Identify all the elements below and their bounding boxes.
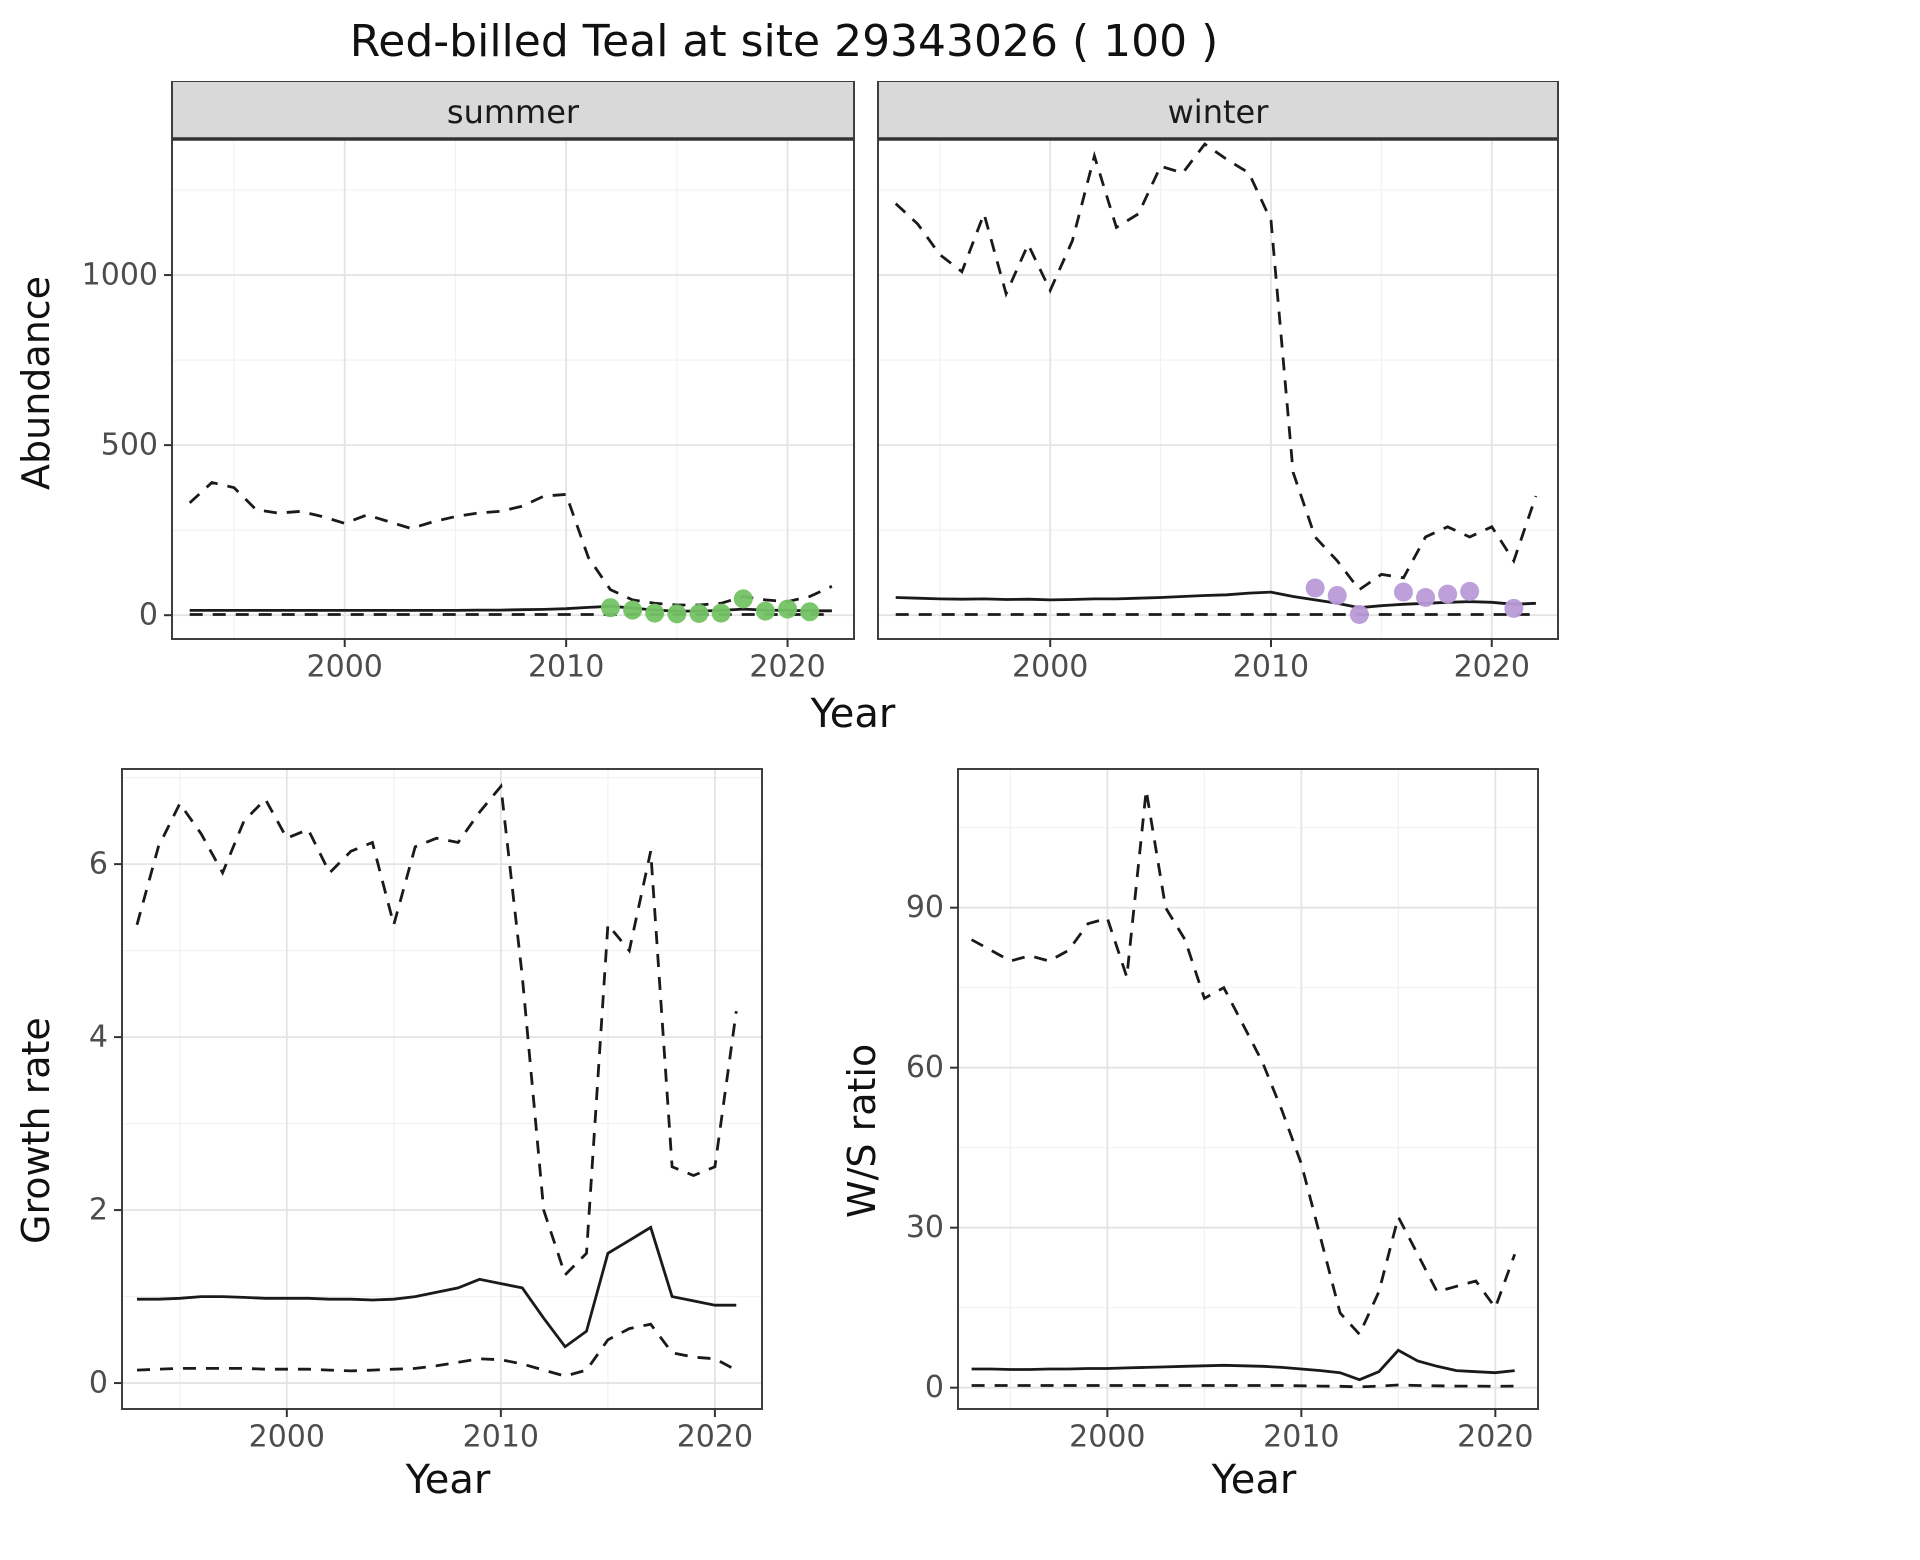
x-tick-label: 2020 xyxy=(749,650,825,685)
x-tick-label: 2000 xyxy=(1012,650,1088,685)
y-tick-label: 0 xyxy=(925,1370,944,1405)
panel-background xyxy=(172,139,854,639)
y-tick-label: 6 xyxy=(89,847,108,882)
growth-rate-x-axis-title: Year xyxy=(405,1457,491,1503)
growth-rate-block: Growth rate 2000 2010 2020 0 2 4 6 Year xyxy=(8,759,774,1503)
ws-ratio-x-axis-title: Year xyxy=(1211,1457,1297,1503)
abundance-summer-observed-point xyxy=(667,604,687,624)
y-tick-label: 60 xyxy=(906,1050,944,1085)
abundance-winter-observed-point xyxy=(1437,584,1457,604)
abundance-summer-observed-point xyxy=(755,601,775,621)
growth-rate-axis-title: Growth rate xyxy=(14,1017,58,1245)
abundance-summer-observed-point xyxy=(645,603,665,623)
abundance-summer-observed-point xyxy=(778,599,798,619)
growth-rate-lower_ci-line xyxy=(136,1322,737,1378)
abundance-winter-observed-point xyxy=(1327,585,1347,605)
ws-ratio-upper_ci-line xyxy=(970,790,1517,1337)
ws-ratio-column: 2000 2010 2020 0 30 60 90 Year xyxy=(890,759,1550,1503)
x-tick-label: 2000 xyxy=(307,650,383,685)
y-tick-label: 90 xyxy=(906,890,944,925)
x-tick-label: 2010 xyxy=(528,650,604,685)
y-tick-label: 1000 xyxy=(82,258,158,293)
abundance-summer-upper_ci-line xyxy=(188,480,833,607)
growth-rate-estimate-line xyxy=(137,1225,737,1349)
x-tick-label: 2010 xyxy=(1263,1420,1339,1455)
winter-abundance-panel: winter 2000 2010 2020 xyxy=(876,81,1559,685)
y-tick-label: 0 xyxy=(89,1366,108,1401)
panel-border xyxy=(121,768,763,1410)
x-tick-label: 2020 xyxy=(1453,650,1529,685)
abundance-winter-upper_ci-line xyxy=(894,142,1537,592)
x-tick-label: 2010 xyxy=(1232,650,1308,685)
abundance-summer-observed-point xyxy=(600,598,620,618)
x-tick-label: 2000 xyxy=(1069,1420,1145,1455)
figure: Red-billed Teal at site 29343026 ( 100 )… xyxy=(8,16,1560,1503)
summer-abundance-panel: summer 2000 2010 2020 0 500 1000 xyxy=(82,81,855,685)
facet-strip-label: summer xyxy=(447,93,580,131)
abundance-summer-observed-point xyxy=(800,602,820,622)
x-tick-label: 2020 xyxy=(677,1420,753,1455)
abundance-summer-observed-point xyxy=(623,600,643,620)
y-tick-label: 4 xyxy=(89,1020,108,1055)
facet-strip-label: winter xyxy=(1167,93,1269,131)
growth-rate-panel: 2000 2010 2020 0 2 4 6 xyxy=(89,768,763,1455)
panel-background xyxy=(958,769,1538,1409)
y-tick-label: 500 xyxy=(101,428,158,463)
abundance-facet-row: Abundance summer 2000 2010 2020 0 500 1000 win… xyxy=(8,81,1560,685)
abundance-winter-observed-point xyxy=(1305,578,1325,598)
y-tick-label: 30 xyxy=(906,1210,944,1245)
panel-background xyxy=(877,139,1558,639)
x-tick-label: 2000 xyxy=(249,1420,325,1455)
y-tick-label: 0 xyxy=(139,598,158,633)
growth-rate-upper_ci-line xyxy=(135,782,738,1278)
abundance-winter-observed-point xyxy=(1349,605,1369,625)
abundance-axis-title: Abundance xyxy=(14,275,58,491)
panel-border xyxy=(957,768,1539,1410)
ws-ratio-estimate-line xyxy=(971,1348,1515,1382)
ws-ratio-block: W/S ratio 2000 2010 2020 0 30 60 90 Year xyxy=(834,759,1550,1503)
bottom-panels-row: Growth rate 2000 2010 2020 0 2 4 6 Year W/S ra… xyxy=(8,759,1560,1503)
facet-strip xyxy=(171,81,855,140)
y-tick-label: 2 xyxy=(89,1193,108,1228)
x-tick-label: 2010 xyxy=(463,1420,539,1455)
abundance-summer-observed-point xyxy=(733,589,753,609)
abundance-winter-observed-point xyxy=(1393,582,1413,602)
abundance-summer-observed-point xyxy=(689,603,709,623)
panel-background xyxy=(122,769,762,1409)
ws-ratio-axis-title: W/S ratio xyxy=(840,1043,884,1219)
growth-rate-column: 2000 2010 2020 0 2 4 6 Year xyxy=(64,759,774,1503)
facet-gap xyxy=(860,81,872,685)
x-tick-label: 2020 xyxy=(1457,1420,1533,1455)
ws-ratio-panel: 2000 2010 2020 0 30 60 90 xyxy=(906,768,1539,1455)
abundance-summer-observed-point xyxy=(711,603,731,623)
top-year-axis-title: Year xyxy=(810,691,896,737)
abundance-winter-observed-point xyxy=(1504,598,1524,618)
abundance-winter-observed-point xyxy=(1415,588,1435,608)
plot-title: Red-billed Teal at site 29343026 ( 100 ) xyxy=(349,16,1219,67)
abundance-winter-observed-point xyxy=(1459,581,1479,601)
